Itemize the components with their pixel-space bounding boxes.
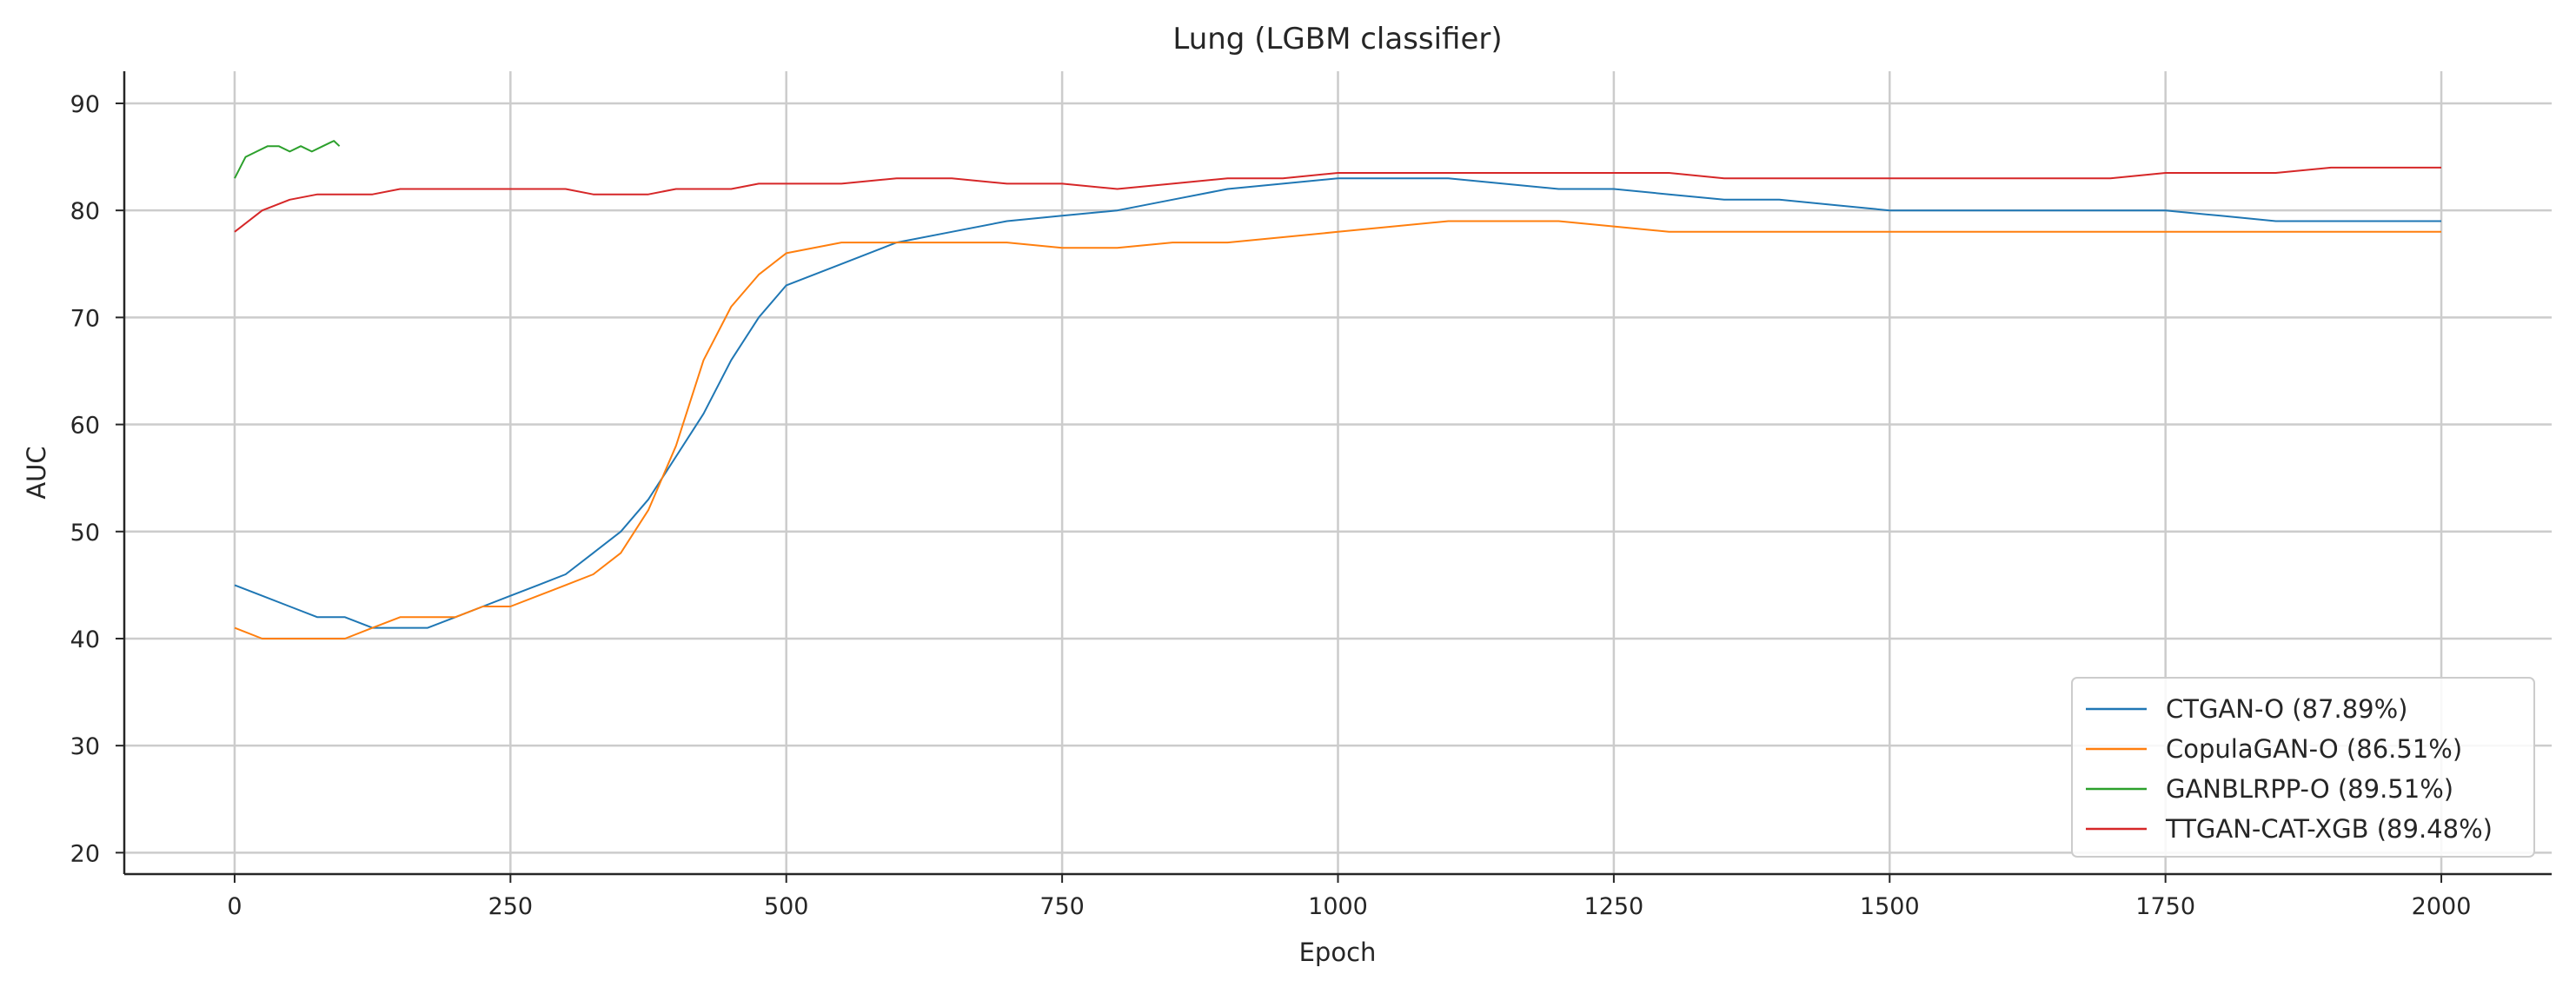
y-tick-label: 90: [70, 91, 100, 118]
legend-box: [2071, 677, 2535, 858]
series-group: [234, 140, 2441, 639]
x-tick-label: 2000: [2412, 893, 2472, 920]
y-axis-title: AUC: [22, 446, 51, 499]
series-line-copulagan-o-86-51: [234, 220, 2441, 639]
legend: CTGAN-O (87.89%) CopulaGAN-O (86.51%) GANB…: [2071, 677, 2535, 858]
y-tick-label: 50: [70, 520, 100, 547]
series-line-ganblrpp-o-89-51: [234, 140, 341, 179]
legend-label: GANBLRPP-O (89.51%): [2166, 774, 2453, 804]
y-tick-label: 20: [70, 840, 100, 867]
y-tick-label: 80: [70, 198, 100, 225]
y-tick-label: 60: [70, 413, 100, 440]
x-axis-title: Epoch: [1299, 938, 1377, 967]
y-ticks: 20 30 40 50 60 70 80 90: [70, 91, 124, 867]
x-tick-label: 500: [764, 893, 809, 920]
x-tick-label: 250: [488, 893, 534, 920]
chart-title: Lung (LGBM classifier): [1172, 22, 1502, 56]
y-tick-label: 70: [70, 305, 100, 332]
series-line-ttgan-cat-xgb-89-48: [234, 166, 2441, 233]
x-ticks: 0 250 500 750 1000 1250 1500 1750 2000: [227, 874, 2471, 920]
x-tick-label: 1750: [2135, 893, 2195, 920]
legend-label: CTGAN-O (87.89%): [2166, 694, 2408, 724]
x-tick-label: 0: [227, 893, 242, 920]
x-tick-label: 1500: [1860, 893, 1920, 920]
legend-label: TTGAN-CAT-XGB (89.48%): [2165, 814, 2493, 844]
y-tick-label: 40: [70, 626, 100, 653]
x-tick-label: 750: [1039, 893, 1085, 920]
x-tick-label: 1000: [1308, 893, 1368, 920]
y-tick-label: 30: [70, 733, 100, 760]
x-tick-label: 1250: [1584, 893, 1644, 920]
legend-label: CopulaGAN-O (86.51%): [2166, 734, 2462, 764]
